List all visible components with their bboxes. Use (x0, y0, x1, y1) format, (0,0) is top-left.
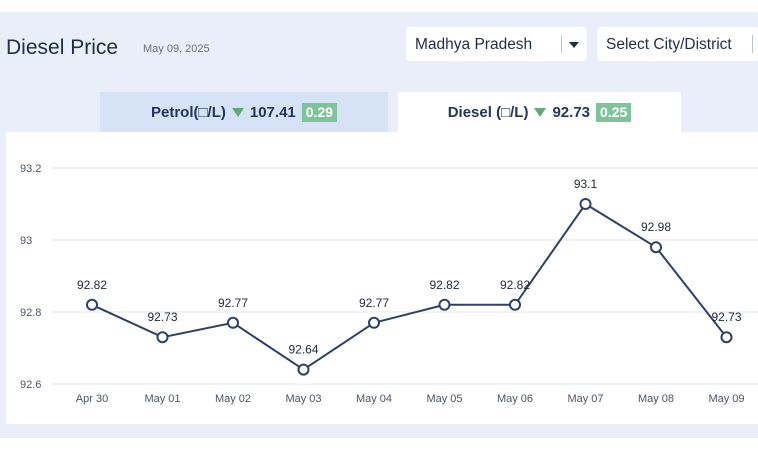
tab-diesel[interactable]: Diesel (□/L) 92.73 0.25 (398, 92, 681, 132)
y-tick-label: 92.8 (20, 307, 41, 319)
data-label: 92.77 (359, 296, 389, 310)
x-tick-label: May 02 (215, 393, 251, 405)
data-point (579, 198, 592, 210)
data-label: 92.73 (711, 310, 741, 324)
data-label: 92.73 (147, 310, 177, 324)
chart-card (6, 132, 758, 424)
x-tick-label: May 01 (144, 393, 180, 405)
data-label: 92.82 (500, 278, 530, 292)
data-label: 92.82 (429, 278, 459, 292)
tab-diesel-change-badge: 0.25 (596, 102, 632, 122)
data-point (438, 298, 451, 311)
tab-diesel-label: Diesel (□/L) (447, 103, 529, 121)
city-select[interactable]: Select City/District (597, 27, 758, 61)
tab-petrol-label: Petrol(□/L) (150, 103, 226, 121)
data-point (720, 331, 733, 344)
data-point (297, 363, 310, 376)
data-label: 92.64 (288, 343, 318, 357)
x-tick-label: May 08 (638, 393, 674, 405)
data-point (650, 241, 662, 254)
city-select-value: Select City/District (606, 36, 732, 53)
chevron-down-icon[interactable] (569, 42, 579, 48)
x-tick-label: May 09 (708, 393, 744, 405)
x-tick-label: May 03 (285, 393, 321, 405)
x-tick-label: May 04 (356, 393, 392, 405)
state-select[interactable]: Madhya Pradesh (406, 27, 587, 61)
x-tick-label: May 06 (497, 393, 533, 405)
tab-petrol[interactable]: Petrol(□/L) 107.41 0.29 (100, 92, 388, 132)
arrow-down-icon (534, 107, 547, 117)
select-divider (752, 35, 753, 53)
arrow-down-icon (231, 107, 244, 117)
price-date: May 09, 2025 (143, 43, 210, 55)
tab-petrol-price: 107.41 (249, 103, 296, 121)
series-line (91, 202, 728, 371)
x-tick-label: May 05 (426, 393, 462, 405)
page-title: Diesel Price (6, 36, 119, 59)
tab-petrol-change-badge: 0.29 (301, 102, 338, 122)
x-tick-label: Apr 30 (76, 393, 108, 405)
state-select-value: Madhya Pradesh (415, 36, 533, 53)
data-label: 92.77 (218, 296, 248, 310)
data-point (368, 316, 380, 329)
y-tick-label: 92.6 (20, 379, 41, 391)
data-point (509, 298, 521, 311)
data-label: 92.82 (77, 278, 107, 292)
select-divider (561, 35, 562, 53)
data-label: 93.1 (574, 177, 598, 191)
y-tick-label: 93.2 (20, 163, 41, 175)
data-point (227, 316, 239, 329)
y-tick-label: 93 (20, 235, 32, 247)
tab-diesel-price: 92.73 (552, 103, 591, 121)
data-point (156, 331, 169, 344)
data-point (86, 298, 98, 311)
data-label: 92.98 (641, 220, 671, 234)
x-tick-label: May 07 (567, 393, 603, 405)
